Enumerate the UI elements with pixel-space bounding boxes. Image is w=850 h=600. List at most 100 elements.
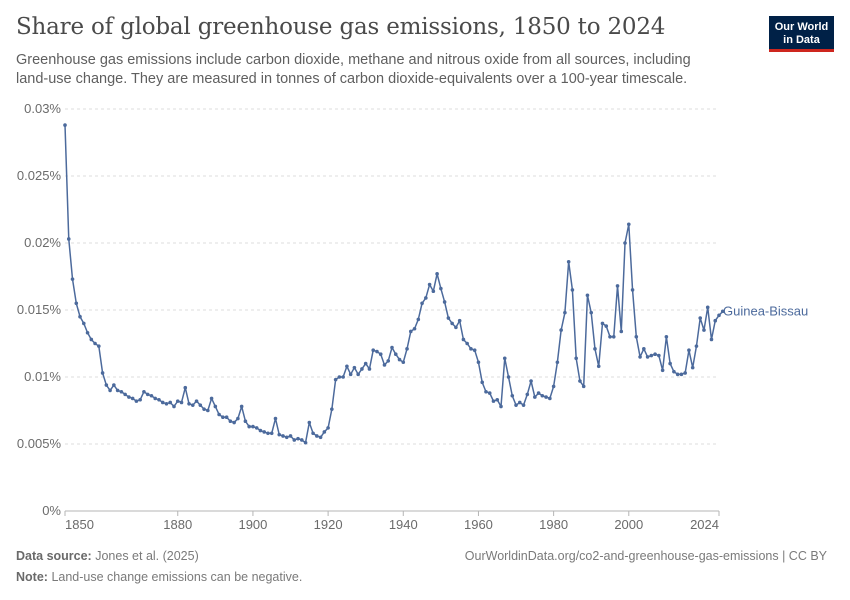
data-point[interactable] xyxy=(183,385,188,390)
data-point[interactable] xyxy=(160,400,165,405)
data-point[interactable] xyxy=(465,341,469,346)
data-point[interactable] xyxy=(239,404,244,409)
data-point[interactable] xyxy=(397,357,402,362)
data-point[interactable] xyxy=(634,335,639,339)
data-point[interactable] xyxy=(273,416,278,421)
data-point[interactable] xyxy=(533,395,537,399)
data-point[interactable] xyxy=(153,396,158,401)
data-point[interactable] xyxy=(476,360,481,365)
owid-logo[interactable]: Our World in Data xyxy=(769,16,834,52)
data-point[interactable] xyxy=(360,367,364,371)
data-point[interactable] xyxy=(89,337,94,342)
data-point[interactable] xyxy=(626,222,631,227)
data-point[interactable] xyxy=(664,335,669,339)
data-point[interactable] xyxy=(85,330,90,335)
data-point[interactable] xyxy=(683,371,687,375)
data-point[interactable] xyxy=(157,397,161,402)
data-point[interactable] xyxy=(405,347,409,351)
data-point[interactable] xyxy=(236,416,240,421)
data-point[interactable] xyxy=(657,353,661,358)
data-point[interactable] xyxy=(566,259,571,264)
data-point[interactable] xyxy=(127,395,131,399)
data-point[interactable] xyxy=(544,395,548,399)
data-point[interactable] xyxy=(202,407,206,411)
data-point[interactable] xyxy=(574,356,578,361)
data-point[interactable] xyxy=(675,372,680,377)
data-point[interactable] xyxy=(563,310,567,315)
data-point[interactable] xyxy=(510,393,515,398)
data-point[interactable] xyxy=(217,412,221,417)
data-point[interactable] xyxy=(175,399,180,403)
data-point[interactable] xyxy=(247,424,251,429)
data-point[interactable] xyxy=(164,402,169,406)
data-point[interactable] xyxy=(78,314,82,319)
data-point[interactable] xyxy=(104,383,109,387)
data-point[interactable] xyxy=(668,361,672,366)
data-point[interactable] xyxy=(495,397,500,402)
data-point[interactable] xyxy=(642,347,646,351)
data-point[interactable] xyxy=(604,324,609,328)
data-point[interactable] xyxy=(525,392,530,397)
data-point[interactable] xyxy=(551,384,556,389)
data-point[interactable] xyxy=(514,403,518,407)
data-point[interactable] xyxy=(108,388,112,393)
data-point[interactable] xyxy=(299,438,304,442)
data-point[interactable] xyxy=(596,364,601,369)
data-point[interactable] xyxy=(660,368,665,373)
data-point[interactable] xyxy=(555,360,560,365)
data-point[interactable] xyxy=(593,347,597,351)
data-point[interactable] xyxy=(581,384,586,389)
data-point[interactable] xyxy=(408,329,413,334)
data-point[interactable] xyxy=(705,305,710,310)
data-point[interactable] xyxy=(521,403,526,407)
data-point[interactable] xyxy=(401,360,406,365)
data-point[interactable] xyxy=(450,321,454,326)
data-point[interactable] xyxy=(303,440,308,445)
data-point[interactable] xyxy=(266,431,270,436)
data-point[interactable] xyxy=(119,389,124,394)
data-point[interactable] xyxy=(506,375,511,379)
data-point[interactable] xyxy=(502,356,507,361)
data-point[interactable] xyxy=(480,380,485,385)
data-point[interactable] xyxy=(172,404,176,409)
data-point[interactable] xyxy=(284,435,289,440)
data-point[interactable] xyxy=(292,438,297,442)
data-point[interactable] xyxy=(570,288,575,292)
data-point[interactable] xyxy=(427,282,432,287)
data-point[interactable] xyxy=(615,284,620,288)
data-point[interactable] xyxy=(112,383,116,387)
data-point[interactable] xyxy=(296,436,300,441)
data-point[interactable] xyxy=(619,329,624,334)
data-point[interactable] xyxy=(690,365,695,370)
data-point[interactable] xyxy=(393,352,398,357)
data-point[interactable] xyxy=(717,313,721,318)
data-point[interactable] xyxy=(484,389,488,394)
data-point[interactable] xyxy=(66,237,71,241)
data-point[interactable] xyxy=(243,419,248,424)
data-point[interactable] xyxy=(322,430,327,434)
data-point[interactable] xyxy=(382,363,387,367)
data-point[interactable] xyxy=(307,420,312,425)
data-point[interactable] xyxy=(187,402,191,406)
data-point[interactable] xyxy=(645,355,650,359)
data-point[interactable] xyxy=(63,123,67,127)
data-point[interactable] xyxy=(529,379,533,383)
data-point[interactable] xyxy=(585,293,590,298)
data-point[interactable] xyxy=(608,335,612,339)
data-point[interactable] xyxy=(679,372,684,377)
data-point[interactable] xyxy=(630,288,635,292)
data-point[interactable] xyxy=(100,371,105,375)
data-point[interactable] xyxy=(213,404,218,409)
data-point[interactable] xyxy=(672,369,676,374)
data-point[interactable] xyxy=(333,377,338,382)
data-point[interactable] xyxy=(559,328,563,332)
data-point[interactable] xyxy=(277,432,282,437)
data-point[interactable] xyxy=(649,353,654,358)
data-point[interactable] xyxy=(330,407,334,411)
data-point[interactable] xyxy=(115,388,120,393)
data-point[interactable] xyxy=(74,301,79,306)
data-point[interactable] xyxy=(251,424,255,429)
data-point[interactable] xyxy=(386,359,391,363)
data-point[interactable] xyxy=(578,379,582,383)
data-point[interactable] xyxy=(416,317,421,322)
